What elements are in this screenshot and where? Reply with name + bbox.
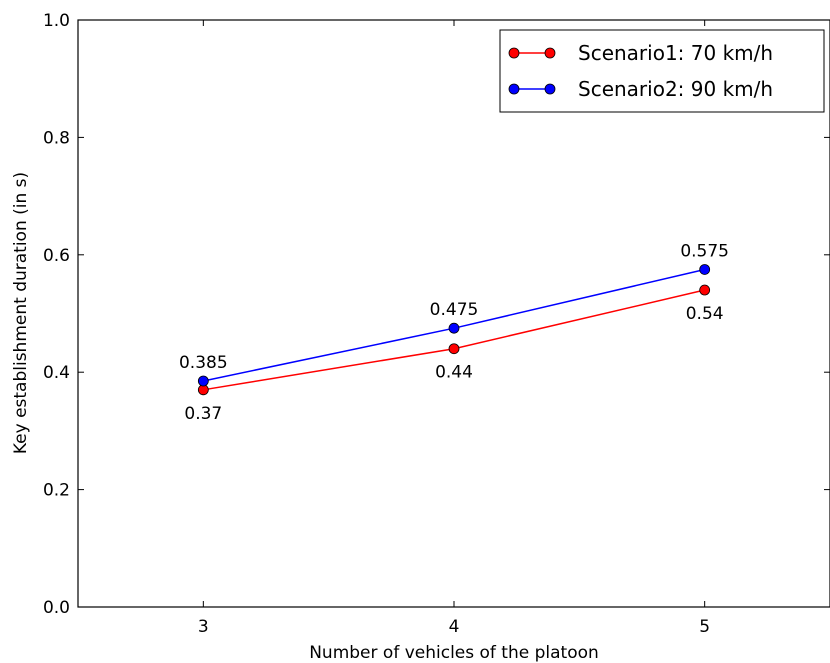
ticks-layer: 3 4 5 0.0 0.2 0.4 0.6 0.8 1.0 bbox=[43, 11, 830, 637]
series-1-data-label: 0.37 bbox=[184, 404, 222, 424]
x-tick-label: 3 bbox=[198, 617, 209, 637]
y-tick-label: 0.2 bbox=[43, 481, 70, 501]
series-layer bbox=[197, 264, 711, 396]
plot-area bbox=[77, 19, 830, 608]
data-labels-layer: 0.37 0.44 0.54 0.385 0.475 0.575 bbox=[179, 241, 729, 423]
x-axis-label: Number of vehicles of the platoon bbox=[309, 643, 599, 663]
series-1-point bbox=[448, 343, 460, 355]
series-1-point bbox=[699, 284, 711, 296]
series-1-data-label: 0.44 bbox=[435, 363, 473, 383]
legend-marker-scenario2-end bbox=[544, 83, 556, 95]
legend-label-scenario1: Scenario1: 70 km/h bbox=[578, 41, 773, 65]
y-axis-label: Key establishment duration (in s) bbox=[11, 172, 31, 454]
x-tick-label: 4 bbox=[449, 617, 460, 637]
series-2-data-label: 0.385 bbox=[179, 353, 228, 373]
legend-box bbox=[499, 29, 825, 113]
series-2-point bbox=[197, 375, 209, 387]
y-tick-label: 0.6 bbox=[43, 246, 70, 266]
series-2-point bbox=[448, 322, 460, 334]
y-tick-label: 0.4 bbox=[43, 363, 70, 383]
y-tick-label: 0.0 bbox=[43, 598, 70, 618]
y-tick-label: 0.8 bbox=[43, 128, 70, 148]
legend-marker-scenario2 bbox=[508, 83, 520, 95]
series-2-data-label: 0.575 bbox=[680, 241, 729, 261]
x-tick-label: 5 bbox=[699, 617, 710, 637]
legend: Scenario1: 70 km/h Scenario2: 90 km/h bbox=[499, 29, 825, 113]
y-tick-label: 1.0 bbox=[43, 11, 70, 31]
series-2-point bbox=[699, 264, 711, 275]
legend-marker-scenario1 bbox=[508, 47, 520, 59]
legend-label-scenario2: Scenario2: 90 km/h bbox=[578, 77, 773, 101]
series-1-data-label: 0.54 bbox=[686, 304, 724, 324]
series-2-data-label: 0.475 bbox=[430, 300, 479, 320]
legend-marker-scenario1-end bbox=[544, 47, 556, 59]
